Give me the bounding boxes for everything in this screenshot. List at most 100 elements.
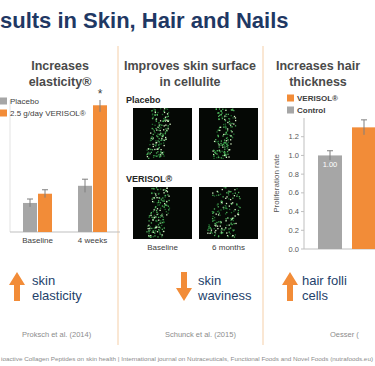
image-speckle: [148, 148, 149, 149]
image-speckle: [161, 152, 162, 153]
y-tick-label: 0.6: [289, 188, 299, 197]
image-speckle: [152, 201, 153, 202]
image-speckle: [149, 148, 150, 149]
image-speckle: [233, 229, 234, 230]
image-speckle: [239, 196, 240, 197]
image-speckle: [162, 134, 163, 135]
image-speckle: [155, 207, 156, 208]
image-speckle: [225, 218, 226, 219]
image-speckle: [157, 149, 158, 150]
image-speckle: [212, 192, 213, 193]
panel-caption: skinelasticity: [32, 273, 82, 303]
image-speckle: [158, 224, 159, 225]
image-speckle: [158, 202, 159, 203]
image-speckle: [158, 193, 159, 194]
bar-chart: Baseline4 weeks*Placebo2.5 g/day VERISOL…: [0, 87, 120, 245]
image-speckle: [156, 149, 157, 150]
image-speckle: [152, 110, 153, 111]
image-speckle: [212, 216, 213, 217]
image-speckle: [213, 156, 214, 157]
image-speckle: [214, 220, 215, 221]
image-speckle: [168, 200, 169, 201]
image-speckle: [223, 208, 224, 209]
image-speckle: [167, 128, 168, 129]
caption-line: elasticity: [32, 288, 82, 303]
image-speckle: [215, 223, 216, 224]
image-speckle: [165, 139, 166, 140]
citation: Oesser (: [330, 330, 359, 339]
image-speckle: [157, 136, 158, 137]
y-axis-line: [304, 118, 305, 249]
image-speckle: [208, 230, 209, 231]
image-speckle: [162, 222, 163, 223]
image-speckle: [217, 134, 218, 135]
image-speckle: [237, 194, 238, 195]
image-row-label: Placebo: [126, 95, 161, 105]
image-speckle: [216, 131, 217, 132]
image-speckle: [160, 233, 161, 234]
image-speckle: [147, 225, 148, 226]
image-speckle: [155, 226, 156, 227]
image-speckle: [217, 226, 218, 227]
legend-label: 2.5 g/day VERISOL®: [10, 109, 86, 118]
image-speckle: [229, 118, 230, 119]
legend-label: VERISOL®: [297, 94, 338, 103]
image-speckle: [160, 227, 161, 228]
image-speckle: [156, 121, 157, 122]
image-speckle: [219, 150, 220, 151]
image-speckle: [218, 116, 219, 117]
image-speckle: [160, 154, 161, 155]
image-speckle: [160, 222, 161, 223]
image-speckle: [231, 123, 232, 124]
image-speckle: [225, 154, 226, 155]
bar: [38, 194, 52, 232]
image-speckle: [220, 127, 221, 128]
image-speckle: [159, 138, 160, 139]
image-speckle: [158, 193, 159, 194]
image-speckle: [159, 210, 160, 211]
image-speckle: [223, 124, 224, 125]
image-speckle: [149, 153, 150, 154]
image-speckle: [225, 143, 226, 144]
image-speckle: [226, 208, 227, 209]
image-speckle: [219, 130, 220, 131]
image-speckle: [153, 188, 154, 189]
image-speckle: [153, 211, 154, 212]
image-speckle: [152, 144, 153, 145]
y-tick: [301, 174, 304, 175]
image-speckle: [227, 139, 228, 140]
image-speckle: [153, 117, 154, 118]
image-speckle: [225, 120, 226, 121]
image-speckle: [148, 225, 149, 226]
image-speckle: [151, 192, 152, 193]
panel-caption: hair follicells: [302, 273, 347, 303]
y-tick: [301, 192, 304, 193]
image-speckle: [226, 143, 227, 144]
image-speckle: [153, 202, 154, 203]
image-speckle: [227, 143, 228, 144]
image-speckle: [234, 189, 235, 190]
image-speckle: [159, 197, 160, 198]
image-speckle: [220, 194, 221, 195]
image-speckle: [236, 196, 237, 197]
image-speckle: [154, 235, 155, 236]
image-speckle: [146, 231, 147, 232]
image-speckle: [230, 191, 231, 192]
image-speckle: [213, 220, 214, 221]
image-speckle: [218, 119, 219, 120]
image-speckle: [233, 123, 234, 124]
image-speckle: [163, 219, 164, 220]
image-speckle: [227, 151, 228, 152]
image-speckle: [164, 108, 165, 109]
heading-line: Increases hair: [276, 59, 360, 73]
image-speckle: [222, 155, 223, 156]
image-speckle: [228, 191, 229, 192]
image-speckle: [149, 215, 150, 216]
image-speckle: [159, 197, 160, 198]
error-bar: [97, 100, 103, 112]
y-tick: [301, 230, 304, 231]
image-speckle: [217, 203, 218, 204]
image-speckle: [160, 156, 161, 157]
image-speckle: [152, 219, 153, 220]
image-speckle: [159, 232, 160, 233]
